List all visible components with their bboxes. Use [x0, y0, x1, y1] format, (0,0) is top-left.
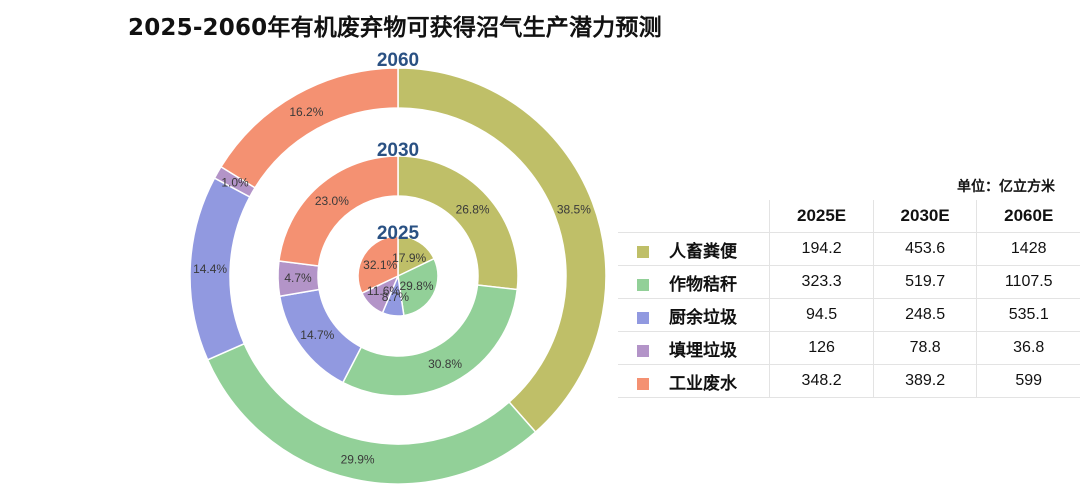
table-cell: 194.2	[769, 232, 874, 266]
percent-label-2060-kitchen-waste: 14.4%	[193, 262, 227, 276]
legend-item-kitchen-waste: 厨余垃圾	[618, 298, 771, 332]
category-label: 工业废水	[669, 373, 737, 394]
percent-label-2030-kitchen-waste: 14.7%	[300, 328, 334, 342]
percent-label-2030-straw: 30.8%	[428, 357, 462, 371]
percent-label-2025-manure: 17.9%	[392, 251, 426, 265]
percent-label-2030-industrial-wastewater: 23.0%	[315, 194, 349, 208]
table-row: 填埋垃圾 126 78.8 36.8	[618, 331, 1080, 365]
percent-label-2030-manure: 26.8%	[456, 202, 490, 216]
legend-swatch	[637, 377, 649, 390]
ring-title-2025: 2025	[377, 223, 420, 244]
percent-label-2025-industrial-wastewater: 32.1%	[363, 258, 397, 272]
table-row: 人畜粪便 194.2 453.6 1428	[618, 232, 1080, 266]
chart-title: 2025-2060年有机废弃物可获得沼气生产潜力预测	[128, 15, 662, 41]
table-cell: 348.2	[769, 364, 874, 398]
percent-label-2025-landfill: 11.6%	[367, 284, 400, 298]
category-label: 厨余垃圾	[669, 307, 737, 328]
percent-label-2060-industrial-wastewater: 16.2%	[289, 105, 323, 119]
ring-title-2060: 2060	[377, 50, 419, 71]
slice-2060-industrial-wastewater	[219, 67, 399, 189]
percent-label-2030-landfill: 4.7%	[284, 271, 312, 285]
table-cell: 1107.5	[976, 265, 1080, 299]
slice-2025-industrial-wastewater	[357, 235, 399, 295]
table-corner	[618, 200, 771, 233]
table-cell: 453.6	[873, 232, 978, 266]
legend-swatch	[637, 278, 649, 291]
percent-label-2060-landfill: 1.0%	[221, 175, 249, 189]
unit-label: 单位：亿立方米	[957, 179, 1055, 195]
table-row: 作物秸秆 323.3 519.7 1107.5	[618, 265, 1080, 299]
legend-swatch	[637, 311, 649, 324]
table-cell: 78.8	[873, 331, 978, 365]
data-table: 2025E 2030E 2060E 人畜粪便 194.2 453.6 1428 …	[618, 200, 1080, 398]
table-cell: 535.1	[976, 298, 1080, 332]
table-cell: 126	[769, 331, 874, 365]
legend-swatch	[637, 245, 649, 258]
slice-2025-straw	[397, 257, 439, 317]
percent-label-2060-manure: 38.5%	[557, 203, 591, 217]
ring-title-2030: 2030	[377, 140, 419, 161]
legend-swatch	[637, 344, 649, 357]
table-cell: 36.8	[976, 331, 1080, 365]
slice-2030-industrial-wastewater	[278, 155, 399, 267]
category-label: 作物秸秆	[669, 274, 737, 295]
category-label: 填埋垃圾	[669, 340, 737, 361]
column-header-2030: 2030E	[873, 200, 978, 233]
legend-item-industrial-wastewater: 工业废水	[618, 364, 771, 398]
table-cell: 94.5	[769, 298, 874, 332]
table-cell: 1428	[976, 232, 1080, 266]
table-cell: 248.5	[873, 298, 978, 332]
legend-item-landfill: 填埋垃圾	[618, 331, 771, 365]
column-header-2025: 2025E	[769, 200, 874, 233]
legend-item-straw: 作物秸秆	[618, 265, 771, 299]
percent-label-2025-straw: 29.8%	[399, 279, 433, 293]
slice-2030-straw	[341, 284, 519, 397]
table-cell: 389.2	[873, 364, 978, 398]
percent-label-2060-straw: 29.9%	[341, 453, 375, 467]
table-cell: 323.3	[769, 265, 874, 299]
table-row: 厨余垃圾 94.5 248.5 535.1	[618, 298, 1080, 332]
table-cell: 519.7	[873, 265, 978, 299]
legend-item-manure: 人畜粪便	[618, 232, 771, 266]
table-cell: 599	[976, 364, 1080, 398]
column-header-2060: 2060E	[976, 200, 1080, 233]
table-header-row: 2025E 2030E 2060E	[618, 200, 1080, 233]
table-row: 工业废水 348.2 389.2 599	[618, 364, 1080, 398]
slice-2025-manure	[397, 235, 436, 278]
percent-label-2025-kitchen-waste: 8.7%	[382, 290, 410, 304]
category-label: 人畜粪便	[669, 241, 737, 262]
